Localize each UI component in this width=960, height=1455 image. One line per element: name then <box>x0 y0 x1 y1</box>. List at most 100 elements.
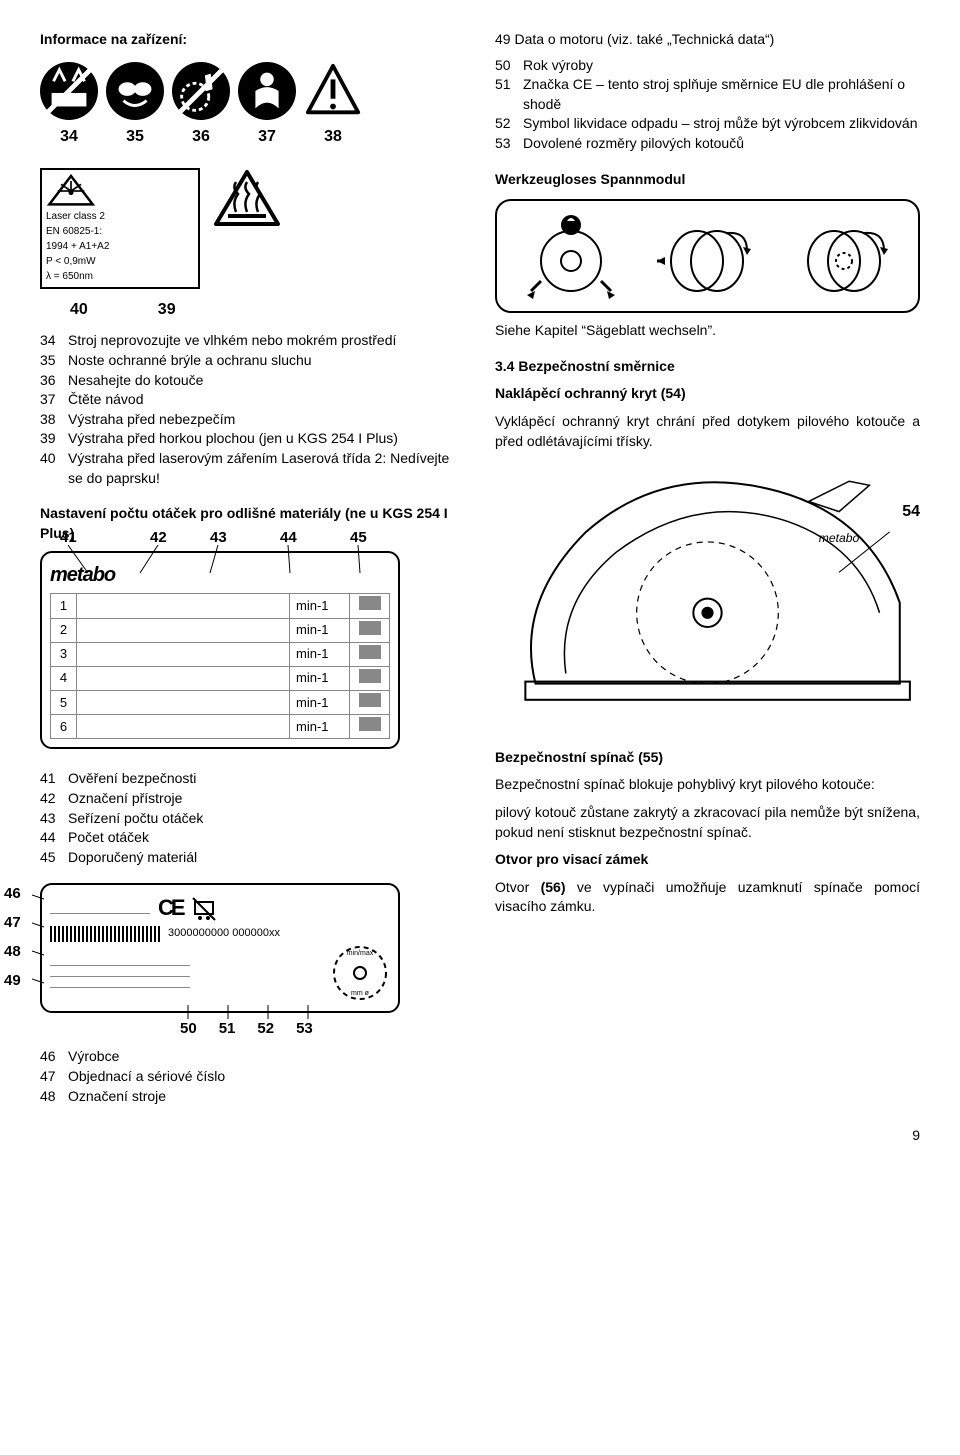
list-text: Výrobce <box>68 1047 119 1067</box>
list-text: Označení stroje <box>68 1087 166 1107</box>
list-num: 35 <box>40 351 68 371</box>
list-text: Seřízení počtu otáček <box>68 809 203 829</box>
cell <box>77 666 290 690</box>
cell <box>77 691 290 715</box>
list-text: Čtěte návod <box>68 390 144 410</box>
table-row: 4 min-1 <box>51 666 390 690</box>
side-num: 48 <box>4 941 21 962</box>
laser-text: EN 60825-1: <box>46 226 194 238</box>
cell: min-1 <box>290 594 350 618</box>
cell: min-1 <box>290 691 350 715</box>
list-text: Symbol likvidace odpadu – stroj může být… <box>523 114 918 134</box>
leader-num: 41 <box>60 527 77 548</box>
cell: 2 <box>51 618 77 642</box>
safety-num: 37 <box>238 126 296 148</box>
table-row: 1min-1 <box>51 594 390 618</box>
heading-spinac: Bezpečnostní spínač (55) <box>495 748 920 768</box>
ear-eye-protection-icon <box>106 62 164 120</box>
cell: 5 <box>51 691 77 715</box>
laser-label: Laser class 2 EN 60825-1: 1994 + A1+A2 P… <box>40 168 200 289</box>
cell <box>350 618 390 642</box>
bottom-num: 50 <box>180 1018 197 1039</box>
safety-num: 35 <box>106 126 164 148</box>
laser-block: Laser class 2 EN 60825-1: 1994 + A1+A2 P… <box>40 168 465 289</box>
list-41-45: 41Ověření bezpečnosti 42Označení přístro… <box>40 769 465 867</box>
list-text: Označení přístroje <box>68 789 182 809</box>
list-item: 48Označení stroje <box>40 1087 465 1107</box>
list-item: 38Výstraha před nebezpečím <box>40 410 465 430</box>
safety-num: 34 <box>40 126 98 148</box>
no-wet-icon <box>40 62 98 120</box>
heading-3-4: 3.4 Bezpečnostní směrnice <box>495 357 920 377</box>
cell: 6 <box>51 715 77 739</box>
heading-otvor: Otvor pro visací zámek <box>495 850 920 870</box>
rating-plate-wrap: 46 47 48 49 CE 3000000000 000000xx <box>40 883 465 1013</box>
list-num: 52 <box>495 114 523 134</box>
spann-fig-1 <box>521 211 621 301</box>
table-row: 2min-1 <box>51 618 390 642</box>
line-49: 49 Data o motoru (viz. také „Technická d… <box>495 30 920 50</box>
list-text: Noste ochranné brýle a ochranu sluchu <box>68 351 312 371</box>
leader-num: 42 <box>150 527 167 548</box>
list-text: Ověření bezpečnosti <box>68 769 196 789</box>
laser-text: P < 0,9mW <box>46 256 194 268</box>
side-num: 46 <box>4 883 21 904</box>
list-text: Počet otáček <box>68 828 149 848</box>
list-50-53: 50Rok výroby 51Značka CE – tento stroj s… <box>495 56 920 154</box>
side-nums-46-49: 46 47 48 49 <box>4 883 21 991</box>
fig-40-39-row: 40 39 <box>70 299 465 321</box>
list-num: 53 <box>495 134 523 154</box>
metabo-wrap: 41 42 43 44 45 metabo 1min-1 2min-1 3min… <box>40 551 465 749</box>
para-naklapeci: Vyklápěcí ochranný kryt chrání před doty… <box>495 412 920 451</box>
left-title: Informace na zařízení: <box>40 30 465 50</box>
list-num: 45 <box>40 848 68 868</box>
list-num: 48 <box>40 1087 68 1107</box>
list-item: 37Čtěte návod <box>40 390 465 410</box>
list-item: 45Doporučený materiál <box>40 848 465 868</box>
svg-text:mm ø: mm ø <box>351 990 370 997</box>
list-item: 53Dovolené rozměry pilových kotoučů <box>495 134 920 154</box>
cell <box>350 691 390 715</box>
list-34-40: 34Stroj neprovozujte ve vlhkém nebo mokr… <box>40 331 465 488</box>
list-text: Výstraha před horkou plochou (jen u KGS … <box>68 429 398 449</box>
serial-text: 3000000000 000000xx <box>168 926 280 941</box>
safety-icon-row <box>40 62 465 120</box>
cell: 3 <box>51 642 77 666</box>
safety-numbers-row: 34 35 36 37 38 <box>40 126 465 148</box>
list-num: 41 <box>40 769 68 789</box>
bottom-num: 52 <box>257 1018 274 1039</box>
list-num: 38 <box>40 410 68 430</box>
list-num: 43 <box>40 809 68 829</box>
table-row: 5 min-1 <box>51 691 390 715</box>
cell: min-1 <box>290 666 350 690</box>
metabo-logo: metabo <box>50 561 390 589</box>
list-num: 37 <box>40 390 68 410</box>
svg-text:metabo: metabo <box>819 531 860 545</box>
laser-text: 1994 + A1+A2 <box>46 241 194 253</box>
list-num: 46 <box>40 1047 68 1067</box>
cell <box>350 594 390 618</box>
ce-mark-icon: CE <box>158 893 183 924</box>
cell <box>77 618 290 642</box>
list-num: 50 <box>495 56 523 76</box>
callout-54: 54 <box>902 501 920 523</box>
list-text: Značka CE – tento stroj splňuje směrnice… <box>523 75 920 114</box>
spannmodul-title: Werkzeugloses Spannmodul <box>495 170 920 190</box>
fig-num-40: 40 <box>70 299 88 321</box>
svg-text:min/max: min/max <box>347 950 374 957</box>
cell: 4 <box>51 666 77 690</box>
metabo-speed-table: metabo 1min-1 2min-1 3 min-1 4 min-1 5 min-… <box>40 551 400 749</box>
list-num: 42 <box>40 789 68 809</box>
warning-triangle-icon <box>304 62 362 120</box>
spann-fig-2 <box>657 211 757 301</box>
bottom-num: 51 <box>219 1018 236 1039</box>
barcode-icon <box>50 926 160 942</box>
material-icon <box>359 669 381 683</box>
weee-icon <box>191 896 217 922</box>
side-num: 47 <box>4 912 21 933</box>
spann-fig-3 <box>794 211 894 301</box>
hot-surface-icon <box>212 168 282 230</box>
bold-56: (56) <box>541 879 566 895</box>
list-item: 35Noste ochranné brýle a ochranu sluchu <box>40 351 465 371</box>
no-touch-blade-icon <box>172 62 230 120</box>
